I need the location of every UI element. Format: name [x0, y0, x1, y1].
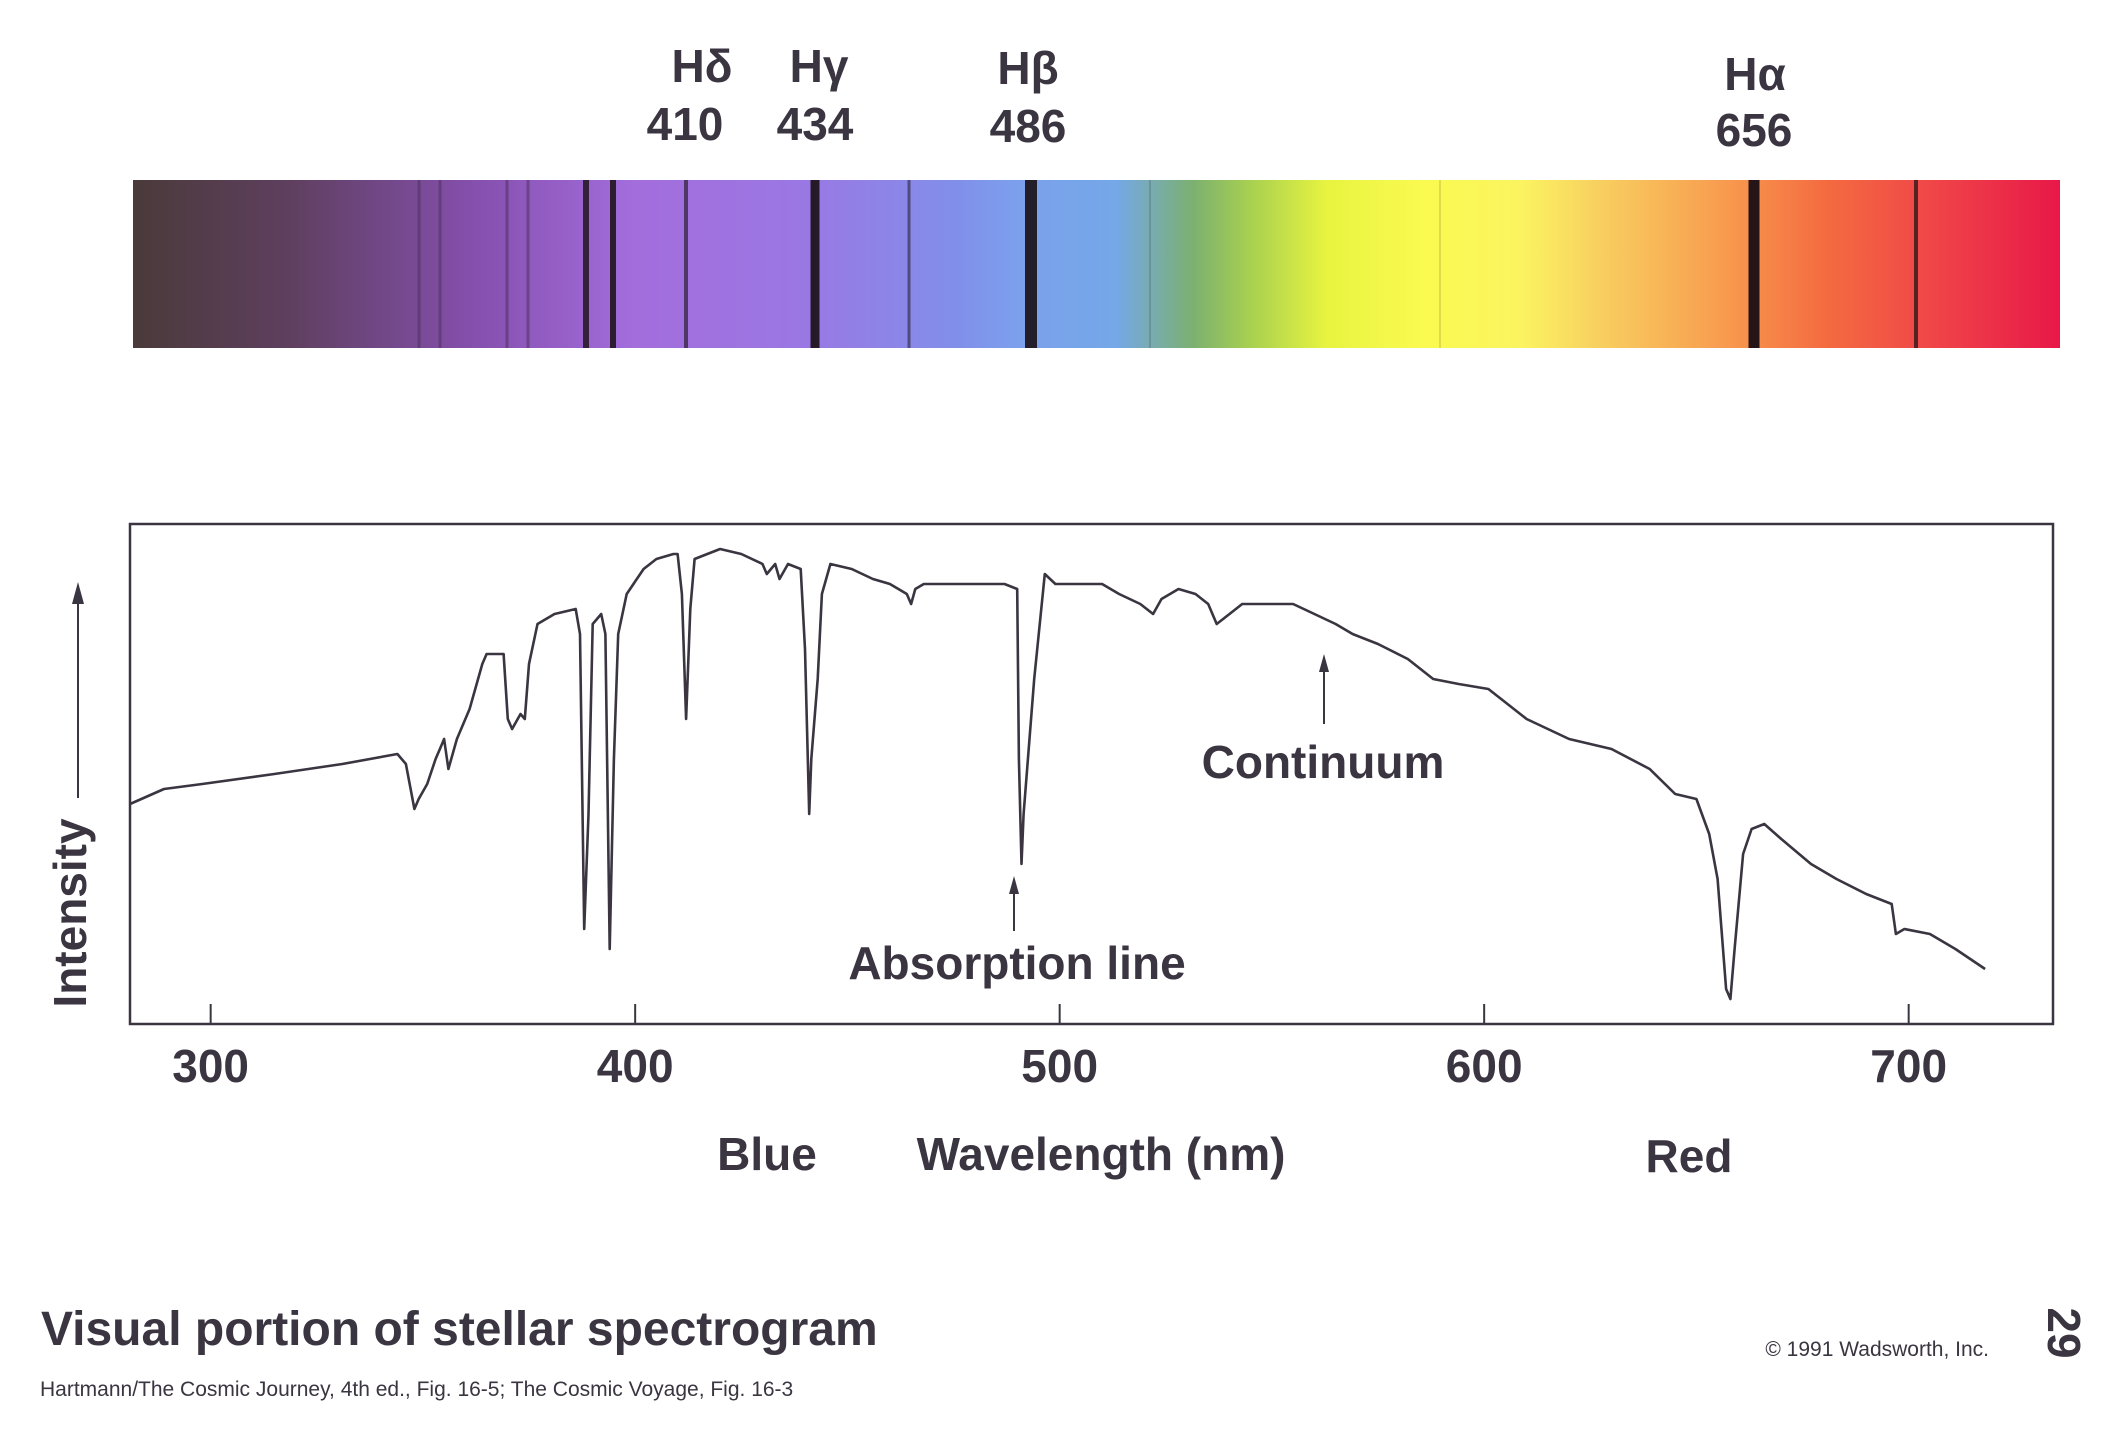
red-region-label: Red [1646, 1130, 1733, 1182]
spectrum-dark-line [583, 180, 589, 348]
line-wavelength-410: 410 [647, 98, 724, 150]
copyright: © 1991 Wadsworth, Inc. [1765, 1338, 1989, 1361]
continuum-arrow [1319, 654, 1329, 724]
line-label-h-beta: Hβ [997, 42, 1058, 94]
spectrum-dark-line [417, 180, 421, 348]
x-axis-label: Wavelength (nm) [917, 1128, 1286, 1180]
line-label-h-delta: Hδ [671, 40, 732, 92]
spectrum-dark-line [610, 180, 616, 348]
plot-frame [128, 522, 2055, 1026]
blue-region-label: Blue [717, 1128, 817, 1180]
page-number: 29 [2038, 1307, 2090, 1358]
spectrum-dark-line [810, 180, 820, 348]
y-axis-label: Intensity [44, 818, 96, 1008]
x-tick-label-600: 600 [1446, 1040, 1523, 1092]
line-wavelength-486: 486 [990, 100, 1067, 152]
line-label-h-gamma: Hγ [790, 40, 849, 92]
x-tick-label-400: 400 [597, 1040, 674, 1092]
x-axis: 300 400 500 600 700 [172, 1004, 1947, 1092]
figure-title: Visual portion of stellar spectrogram [41, 1303, 878, 1356]
continuum-annotation: Continuum [1202, 736, 1445, 788]
spectrum-dark-line [1025, 180, 1037, 348]
x-tick-label-300: 300 [172, 1040, 249, 1092]
spectrum-bar [133, 180, 2060, 348]
spectral-line-labels: Hδ 410 Hγ 434 Hβ 486 Hα 656 [647, 40, 1793, 156]
spectrum-dark-line [438, 180, 442, 348]
x-tick-label-500: 500 [1021, 1040, 1098, 1092]
intensity-curve [129, 547, 1986, 1001]
line-label-h-alpha: Hα [1724, 48, 1786, 100]
spectrum-dark-line [526, 180, 530, 348]
spectrum-gradient [133, 180, 2060, 348]
line-wavelength-656: 656 [1716, 104, 1793, 156]
spectrum-dark-line [1149, 180, 1151, 348]
absorption-line-annotation: Absorption line [848, 937, 1185, 989]
spectrum-dark-line [505, 180, 509, 348]
spectrum-dark-line [1914, 180, 1918, 348]
spectrum-dark-line [1748, 180, 1760, 348]
figure-credit: Hartmann/The Cosmic Journey, 4th ed., Fi… [40, 1378, 793, 1401]
spectrum-dark-line [907, 180, 911, 348]
x-tick-label-700: 700 [1870, 1040, 1947, 1092]
spectrum-dark-line [684, 180, 688, 348]
spectrum-absorption-lines [417, 180, 1918, 348]
y-axis-arrow [72, 582, 84, 798]
line-wavelength-434: 434 [777, 98, 854, 150]
spectrum-dark-line [1439, 180, 1441, 348]
absorption-line-arrow [1009, 876, 1019, 931]
